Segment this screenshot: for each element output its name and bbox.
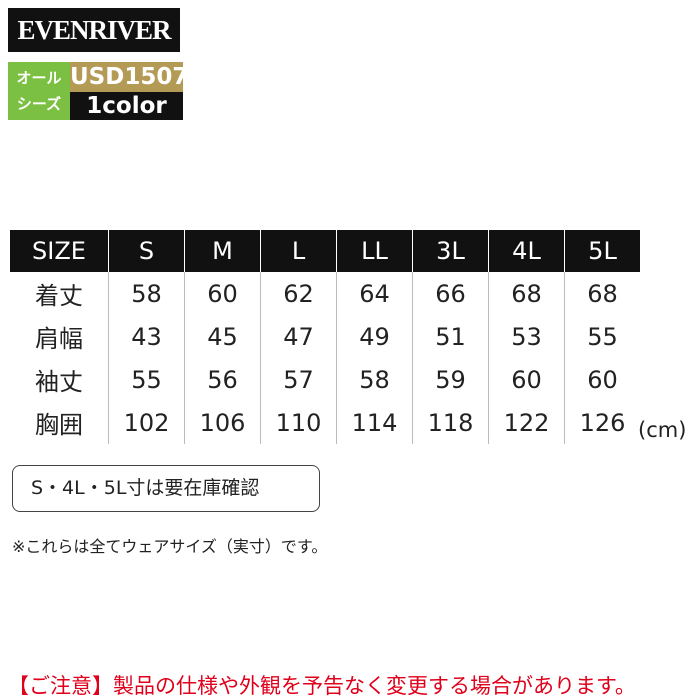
size-table: SIZE S M L LL 3L 4L 5L 着丈 58 60 62 64 66 68 68 肩幅 43 45 47 4…: [10, 230, 640, 444]
table-cell: 4L: [488, 230, 565, 272]
table-cell: 55: [564, 315, 640, 358]
table-cell: 60: [184, 272, 261, 315]
model-tag: USD1507: [70, 62, 189, 92]
table-cell: M: [184, 230, 261, 272]
table-cell: 58: [108, 272, 185, 315]
size-note: ※これらは全てウェアサイズ（実寸）です。: [12, 537, 328, 556]
table-cell: 55: [108, 358, 185, 401]
table-cell: LL: [336, 230, 413, 272]
table-cell: 袖丈: [35, 368, 83, 396]
table-cell: 胸囲: [35, 411, 83, 439]
table-cell: 60: [564, 358, 640, 401]
table-cell: 57: [260, 358, 337, 401]
table-cell: 47: [260, 315, 337, 358]
table-row: 袖丈 55 56 57 58 59 60 60: [10, 358, 640, 401]
table-cell: 118: [412, 401, 489, 444]
table-cell: 着丈: [35, 282, 83, 310]
table-cell: 122: [488, 401, 565, 444]
table-cell: 126: [564, 401, 640, 444]
table-cell: 62: [260, 272, 337, 315]
table-cell: 66: [412, 272, 489, 315]
table-cell: 58: [336, 358, 413, 401]
table-cell: 53: [488, 315, 565, 358]
table-cell: S: [108, 230, 185, 272]
table-cell: 5L: [564, 230, 640, 272]
table-row: 胸囲 102 106 110 114 118 122 126: [10, 401, 640, 444]
table-cell: 肩幅: [35, 325, 83, 353]
table-cell: 3L: [412, 230, 489, 272]
table-cell: L: [260, 230, 337, 272]
notice: 【ご注意】製品の仕様や外観を予告なく変更する場合があります。: [8, 674, 636, 698]
table-cell: 51: [412, 315, 489, 358]
table-cell: 59: [412, 358, 489, 401]
table-row: 肩幅 43 45 47 49 51 53 55: [10, 315, 640, 358]
table-cell: 114: [336, 401, 413, 444]
season-tag: オール シーズン: [8, 62, 70, 139]
table-cell: 106: [184, 401, 261, 444]
table-cell: 49: [336, 315, 413, 358]
table-cell: SIZE: [10, 230, 109, 272]
table-cell: 68: [488, 272, 565, 315]
stock-note: S・4L・5L寸は要在庫確認: [12, 465, 320, 512]
table-cell: 64: [336, 272, 413, 315]
table-cell: 110: [260, 401, 337, 444]
brand-logo: EVENRIVER: [8, 8, 180, 52]
table-cell: 56: [184, 358, 261, 401]
table-cell: 68: [564, 272, 640, 315]
table-cell: 45: [184, 315, 261, 358]
table-cell: 60: [488, 358, 565, 401]
table-cell: 102: [108, 401, 185, 444]
table-cell: 43: [108, 315, 185, 358]
unit-label: (cm): [638, 418, 687, 442]
header-row: SIZE S M L LL 3L 4L 5L: [10, 230, 640, 272]
color-tag: 1color: [70, 92, 183, 120]
table-row: 着丈 58 60 62 64 66 68 68: [10, 272, 640, 315]
